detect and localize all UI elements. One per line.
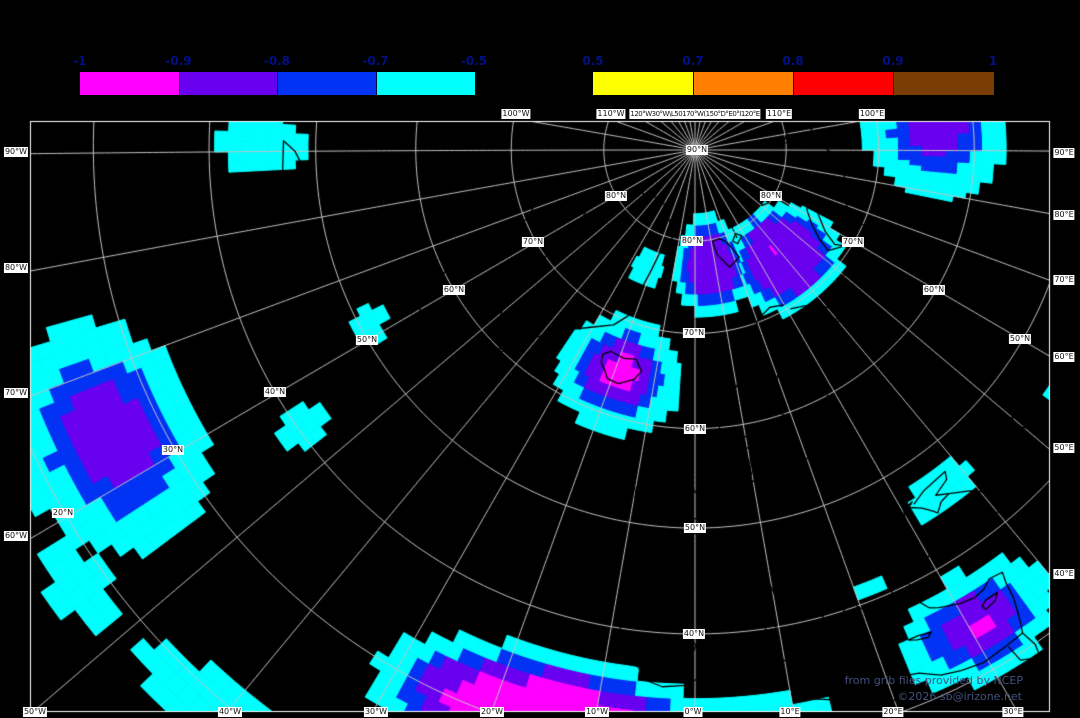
longitude-label: 60°W	[3, 531, 29, 541]
latitude-label: 60°N	[922, 285, 946, 295]
longitude-label: 40°E	[1053, 569, 1075, 579]
longitude-label: 50°E	[1053, 443, 1075, 453]
longitude-label: 90°W	[3, 147, 29, 157]
longitude-label: 100°W	[501, 109, 531, 119]
positive-colorbar-tick: 0.9	[882, 54, 904, 68]
longitude-label: 20°W	[479, 707, 505, 717]
longitude-label: 20°E	[882, 707, 904, 717]
longitude-label: 0°W	[683, 707, 703, 717]
negative-colorbar-tick: -0.9	[165, 54, 192, 68]
longitude-label: 100°E	[858, 109, 886, 119]
latitude-label: 50°N	[355, 335, 379, 345]
longitude-label: 120°W30°W\L50170°W(150°D°E0°I120°E	[629, 109, 761, 119]
positive-colorbar-tick: 0.7	[682, 54, 704, 68]
latitude-label: 50°N	[1008, 334, 1032, 344]
negative-colorbar-tick: -0.8	[263, 54, 291, 68]
positive-colorbar-tick: 0.5	[582, 54, 604, 68]
latitude-label: 40°N	[682, 629, 706, 639]
negative-colorbar-tick: -0.7	[362, 54, 389, 68]
latitude-label: 90°N	[685, 145, 709, 155]
latitude-label: 70°N	[841, 237, 865, 247]
longitude-label: 30°E	[1002, 707, 1024, 717]
longitude-label: 60°E	[1053, 352, 1075, 362]
longitude-label: 90°E	[1053, 148, 1075, 158]
longitude-label: 40°W	[217, 707, 243, 717]
positive-colorbar-segment	[793, 72, 894, 95]
longitude-label: 10°E	[779, 707, 801, 717]
latitude-label: 80°N	[604, 191, 628, 201]
longitude-label: 70°W	[3, 388, 29, 398]
longitude-label: 30°W	[363, 707, 389, 717]
latitude-label: 80°N	[759, 191, 783, 201]
negative-colorbar-tick: -0.5	[460, 54, 488, 68]
latitude-label: 70°N	[521, 237, 545, 247]
negative-colorbar-segment	[178, 72, 278, 95]
latitude-label: 60°N	[442, 285, 466, 295]
longitude-label: 110°E	[765, 109, 793, 119]
latitude-label: 20°N	[51, 508, 75, 518]
longitude-label: 70°E	[1053, 275, 1075, 285]
longitude-label: 50°W	[22, 707, 48, 717]
credit-line-copyright: ©2026 sb@irizone.net	[897, 690, 1022, 703]
positive-colorbar-tick: 0.8	[782, 54, 804, 68]
latitude-label: 80°N	[680, 236, 704, 246]
negative-colorbar-segment	[277, 72, 377, 95]
positive-colorbar-segment	[693, 72, 794, 95]
negative-colorbar-tick: -1	[73, 54, 87, 68]
positive-colorbar-tick: 1	[988, 54, 998, 68]
latitude-label: 40°N	[263, 387, 287, 397]
latitude-label: 50°N	[683, 523, 707, 533]
positive-colorbar-segment	[593, 72, 693, 95]
latitude-label: 60°N	[683, 424, 707, 434]
longitude-label: 80°E	[1053, 210, 1075, 220]
latitude-label: 30°N	[161, 445, 185, 455]
negative-colorbar-segment	[80, 72, 179, 95]
longitude-label: 80°W	[3, 263, 29, 273]
longitude-label: 110°W	[596, 109, 626, 119]
positive-colorbar-segment	[893, 72, 994, 95]
credit-line-source: from grib files provided by NCEP	[844, 674, 1023, 687]
longitude-label: 10°W	[584, 707, 610, 717]
negative-colorbar-segment	[375, 72, 475, 95]
latitude-label: 70°N	[682, 328, 706, 338]
